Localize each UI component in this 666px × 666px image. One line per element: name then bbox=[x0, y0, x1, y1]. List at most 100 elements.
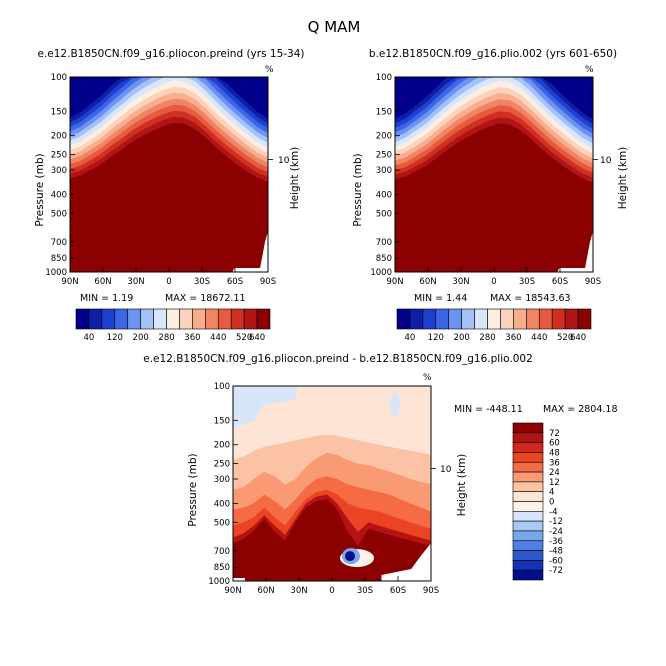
colorbar-swatch bbox=[551, 308, 566, 330]
y-tick-label: 500 bbox=[51, 209, 67, 219]
colorbar-swatch bbox=[409, 308, 424, 330]
figure-title: Q MAM bbox=[308, 18, 361, 36]
colorbar-swatch bbox=[512, 550, 544, 561]
panel-3-ylabel: Pressure (mb) bbox=[187, 453, 199, 526]
colorbar-label: 280 bbox=[479, 333, 495, 343]
colorbar-label: 60 bbox=[549, 439, 560, 449]
colorbar-label: 200 bbox=[454, 333, 470, 343]
colorbar-label: -36 bbox=[549, 537, 563, 547]
panel-1: e.e12.B1850CN.f09_g16.pliocon.preind (yr… bbox=[34, 48, 305, 343]
panel-1-max-text: MAX = 18672.11 bbox=[165, 293, 246, 304]
y-tick-label: 100 bbox=[51, 73, 67, 83]
negative-region bbox=[390, 392, 400, 417]
x-tick-label: 90S bbox=[585, 277, 601, 287]
panel-1-ylabel-right: Height (km) bbox=[289, 147, 301, 210]
panel-3-right-tick-label: 10 bbox=[440, 465, 452, 475]
x-tick-label: 60N bbox=[419, 277, 436, 287]
colorbar-swatch bbox=[88, 308, 103, 330]
negative-region bbox=[233, 386, 298, 429]
colorbar-label: -12 bbox=[549, 517, 563, 527]
colorbar-swatch bbox=[512, 501, 544, 512]
colorbar-swatch bbox=[217, 308, 232, 330]
colorbar-swatch bbox=[564, 308, 579, 330]
colorbar-swatch bbox=[127, 308, 141, 330]
contour-band-max bbox=[395, 170, 593, 272]
y-tick-label: 150 bbox=[376, 107, 392, 117]
y-tick-label: 1000 bbox=[370, 268, 392, 278]
panel-1-min-text: MIN = 1.19 bbox=[80, 293, 133, 304]
x-tick-label: 30N bbox=[127, 277, 144, 287]
colorbar-swatch bbox=[461, 308, 475, 330]
colorbar-label: -48 bbox=[549, 547, 563, 557]
colorbar-swatch bbox=[396, 308, 411, 330]
colorbar-label: 520 bbox=[236, 333, 252, 343]
x-tick-label: 0 bbox=[329, 586, 334, 596]
colorbar-swatch bbox=[179, 308, 193, 330]
y-tick-label: 700 bbox=[376, 238, 392, 248]
colorbar-label: 640 bbox=[570, 333, 586, 343]
colorbar-label: -24 bbox=[549, 527, 563, 537]
colorbar-swatch bbox=[166, 308, 180, 330]
y-tick-label: 1000 bbox=[45, 268, 67, 278]
colorbar-swatch bbox=[512, 432, 544, 443]
colorbar-label: 640 bbox=[249, 333, 265, 343]
y-tick-label: 700 bbox=[214, 547, 230, 557]
panel-3-min-text: MIN = -448.11 bbox=[454, 404, 523, 415]
topography-mask bbox=[232, 231, 268, 272]
colorbar-swatch bbox=[577, 308, 592, 330]
y-tick-label: 400 bbox=[214, 499, 230, 509]
panel-2-title: b.e12.B1850CN.f09_g16.plio.002 (yrs 601-… bbox=[369, 48, 617, 60]
colorbar-label: -4 bbox=[549, 507, 557, 517]
colorbar-swatch bbox=[448, 308, 462, 330]
y-tick-label: 250 bbox=[376, 151, 392, 161]
colorbar-label: 48 bbox=[549, 448, 560, 458]
y-tick-label: 850 bbox=[376, 254, 392, 264]
colorbar-label: 280 bbox=[158, 333, 174, 343]
colorbar-swatch bbox=[512, 560, 544, 571]
panel-3-pct-label: % bbox=[423, 373, 432, 383]
colorbar-swatch bbox=[512, 461, 544, 473]
y-tick-label: 500 bbox=[376, 209, 392, 219]
colorbar-label: 40 bbox=[405, 333, 416, 343]
colorbar-swatch bbox=[101, 308, 116, 330]
colorbar-swatch bbox=[487, 308, 501, 330]
panel-1-pct-label: % bbox=[265, 65, 274, 75]
x-tick-label: 60S bbox=[552, 277, 568, 287]
y-tick-label: 300 bbox=[376, 166, 392, 176]
anomaly-blob-core bbox=[345, 551, 355, 562]
contour-band bbox=[233, 499, 431, 581]
y-tick-label: 200 bbox=[51, 132, 67, 142]
x-tick-label: 0 bbox=[166, 277, 171, 287]
y-tick-label: 400 bbox=[376, 190, 392, 200]
colorbar-label: 120 bbox=[107, 333, 123, 343]
x-tick-label: 60S bbox=[227, 277, 243, 287]
colorbar-swatch bbox=[512, 520, 544, 532]
x-tick-label: 60N bbox=[94, 277, 111, 287]
colorbar-label: -60 bbox=[549, 556, 563, 566]
colorbar-swatch bbox=[192, 308, 206, 330]
colorbar-label: 72 bbox=[549, 429, 560, 439]
colorbar-label: 40 bbox=[84, 333, 95, 343]
colorbar-swatch bbox=[435, 308, 450, 330]
colorbar-swatch bbox=[75, 308, 90, 330]
topography-mask bbox=[233, 578, 245, 581]
y-tick-label: 1000 bbox=[208, 577, 230, 587]
y-tick-label: 300 bbox=[214, 475, 230, 485]
colorbar-label: 360 bbox=[184, 333, 200, 343]
colorbar-swatch bbox=[513, 308, 527, 330]
y-tick-label: 850 bbox=[51, 254, 67, 264]
topography-mask bbox=[557, 231, 593, 272]
y-tick-label: 200 bbox=[214, 441, 230, 451]
x-tick-label: 30S bbox=[519, 277, 535, 287]
colorbar-label: 440 bbox=[531, 333, 547, 343]
colorbar-label: 24 bbox=[549, 468, 560, 478]
y-tick-label: 150 bbox=[214, 416, 230, 426]
x-tick-label: 60S bbox=[390, 586, 406, 596]
x-tick-label: 0 bbox=[491, 277, 496, 287]
colorbar-label: 12 bbox=[549, 478, 560, 488]
x-tick-label: 30S bbox=[357, 586, 373, 596]
panel-2-pct-label: % bbox=[585, 65, 594, 75]
